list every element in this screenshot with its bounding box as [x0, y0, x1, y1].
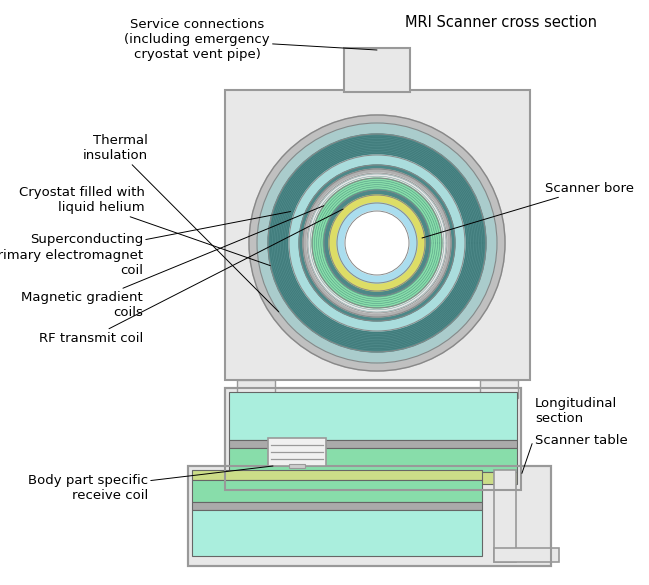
Text: Superconducting
primary electromagnet
coil: Superconducting primary electromagnet co… — [0, 212, 291, 277]
Bar — [229, 440, 517, 448]
Bar — [494, 548, 559, 562]
Bar — [229, 392, 517, 440]
Circle shape — [289, 155, 465, 331]
Bar — [268, 438, 326, 466]
Bar — [480, 380, 518, 398]
Bar — [229, 448, 517, 472]
Text: Scanner bore: Scanner bore — [422, 181, 634, 238]
Text: Longitudinal
section: Longitudinal section — [535, 397, 617, 425]
Bar — [188, 466, 551, 566]
Bar — [188, 466, 551, 566]
Bar — [192, 510, 482, 556]
Text: Magnetic gradient
coils: Magnetic gradient coils — [21, 206, 324, 319]
Circle shape — [329, 195, 425, 291]
Circle shape — [307, 173, 447, 313]
Text: Service connections
(including emergency
cryostat vent pipe): Service connections (including emergency… — [124, 18, 377, 61]
Circle shape — [345, 211, 409, 275]
Bar — [289, 464, 305, 468]
Circle shape — [268, 134, 486, 352]
Bar — [192, 480, 482, 502]
Text: MRI Scanner cross section: MRI Scanner cross section — [405, 15, 597, 30]
Circle shape — [312, 178, 442, 308]
Bar — [192, 470, 482, 480]
Bar — [494, 470, 516, 562]
Text: Cryostat filled with
liquid helium: Cryostat filled with liquid helium — [19, 186, 271, 266]
Bar — [192, 502, 482, 510]
Bar — [225, 90, 530, 380]
Bar — [225, 388, 521, 490]
Circle shape — [249, 115, 505, 371]
Circle shape — [337, 203, 417, 283]
Circle shape — [257, 123, 497, 363]
Text: RF transmit coil: RF transmit coil — [39, 209, 343, 345]
Bar — [225, 388, 521, 490]
Text: Scanner table: Scanner table — [535, 434, 628, 447]
Bar — [344, 48, 410, 92]
Text: Thermal
insulation: Thermal insulation — [83, 134, 278, 312]
Text: Body part specific
receive coil: Body part specific receive coil — [28, 466, 273, 502]
Circle shape — [299, 165, 455, 321]
Circle shape — [324, 190, 430, 296]
Circle shape — [303, 169, 451, 317]
Bar — [229, 472, 517, 484]
Bar — [237, 380, 275, 398]
